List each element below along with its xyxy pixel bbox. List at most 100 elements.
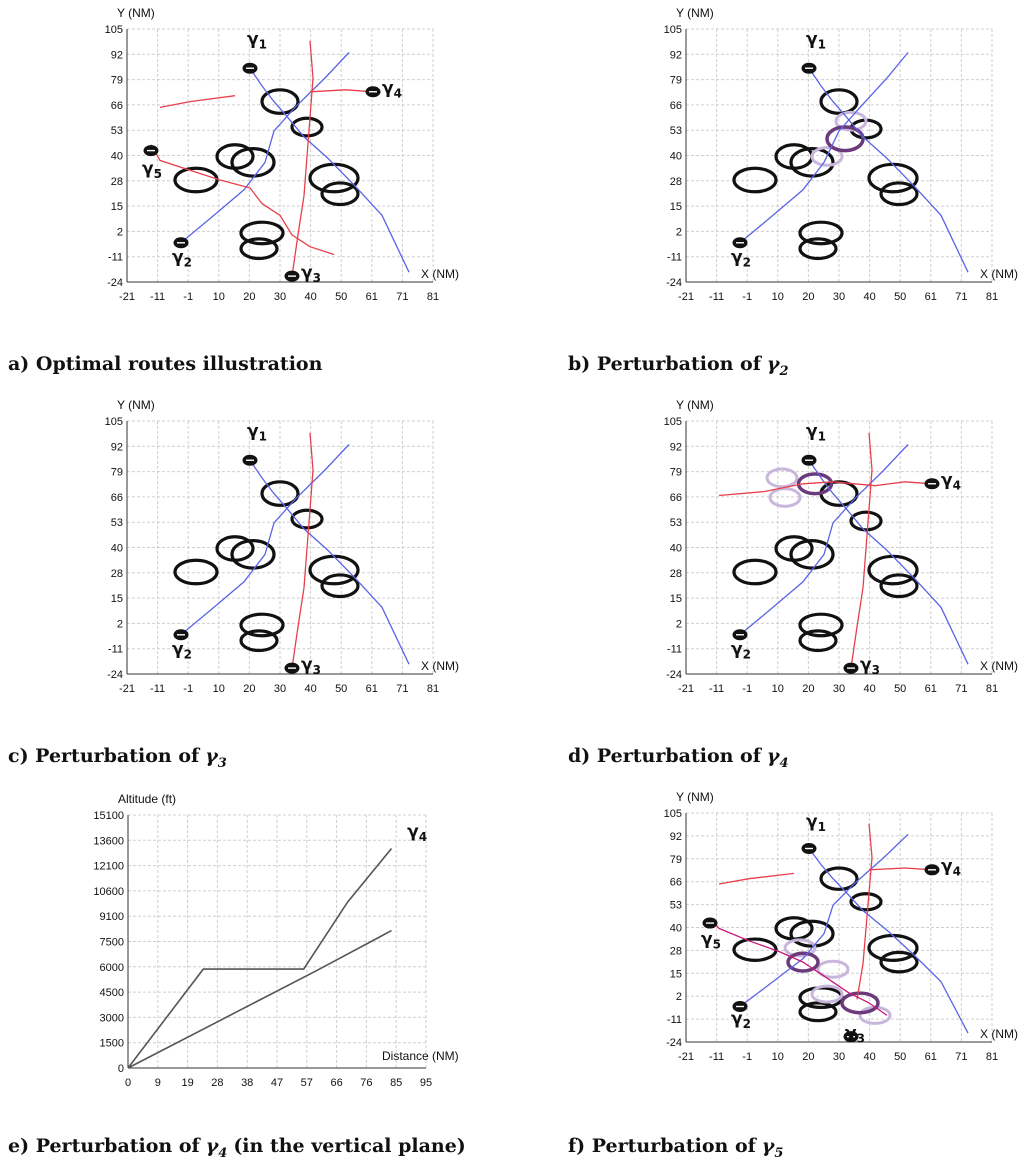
route-label: γ1	[806, 812, 826, 834]
y-tick-label: 92	[111, 49, 123, 61]
y-tick-label: 40	[111, 151, 123, 163]
route-label-symbol: γ	[806, 422, 818, 442]
plot-b: -21 -11 -1 10 20 30 40 50 61 71 81 105 92 79 66 53 40 28 1…	[664, 6, 1018, 303]
obstacle-ellipse	[789, 147, 835, 178]
obstacle-ellipse	[732, 937, 778, 962]
obstacle-ellipse	[849, 510, 883, 532]
obstacle-ellipse	[819, 88, 859, 115]
route-line	[808, 67, 969, 273]
route-label: γ1	[247, 422, 267, 444]
x-tick-label: 57	[301, 1077, 313, 1089]
route-line	[291, 40, 314, 277]
route-label-subscript: 4	[953, 865, 961, 879]
obstacle-ellipse	[732, 166, 778, 194]
x-tick-label: 30	[274, 683, 286, 695]
obstacle-ellipse	[849, 892, 883, 912]
ghost-obstacle-ellipse	[834, 110, 868, 132]
caption-a: a) Optimal routes illustration	[8, 353, 323, 375]
route-label-symbol: γ	[701, 929, 713, 949]
y-tick-label: 79	[670, 854, 682, 866]
y-tick-label: -11	[667, 252, 682, 264]
x-axis-label: Distance (NM)	[382, 1049, 459, 1063]
route-label-symbol: γ	[731, 247, 743, 267]
x-tick-label: -11	[150, 291, 165, 303]
route-line	[180, 52, 350, 244]
y-tick-label: 66	[111, 100, 123, 112]
caption-b-text: b) Perturbation of	[568, 353, 763, 375]
route-label-subscript: 5	[713, 937, 721, 951]
x-tick-label: 40	[304, 291, 316, 303]
route-line	[856, 823, 873, 1000]
caption-c: c) Perturbation of γ3	[8, 745, 227, 771]
route-label-subscript: 3	[313, 663, 321, 677]
route-line	[739, 52, 909, 244]
y-tick-label: 6000	[100, 962, 124, 974]
route-line	[291, 432, 314, 669]
y-tick-label: 53	[111, 125, 123, 137]
route-label-symbol: γ	[731, 639, 743, 659]
obstacle-ellipse	[867, 554, 919, 586]
obstacle-ellipse	[173, 166, 219, 194]
y-tick-label: 92	[111, 441, 123, 453]
x-tick-label: 61	[366, 291, 378, 303]
obstacle-ellipse	[798, 237, 838, 261]
panel-d: -21 -11 -1 10 20 30 40 50 61 71 81 105 92 79 66 53 40 28 1…	[568, 398, 1018, 771]
x-tick-label: -1	[742, 1051, 752, 1063]
obstacle-ellipse	[789, 919, 835, 948]
route-label-subscript: 4	[419, 830, 427, 844]
caption-f: f) Perturbation of γ5	[568, 1135, 783, 1161]
y-tick-label: 40	[670, 543, 682, 555]
route-label-subscript: 2	[743, 255, 751, 269]
route-label-symbol: γ	[301, 263, 313, 283]
y-tick-label: 13600	[93, 835, 124, 847]
y-tick-label: 4500	[100, 987, 124, 999]
y-tick-label: 40	[670, 151, 682, 163]
y-tick-label: 9100	[100, 911, 124, 923]
y-tick-label: 28	[670, 568, 682, 580]
obstacle-ellipse	[879, 573, 919, 599]
plot-e: 0 9 19 28 38 47 57 66 76 85 95 15100 13600 12100 10600…	[93, 792, 458, 1089]
route-label: γ4	[941, 857, 961, 879]
y-tick-label: -11	[667, 1014, 682, 1026]
route-label-symbol: γ	[301, 655, 313, 675]
x-tick-label: 50	[894, 291, 906, 303]
route-line	[718, 872, 795, 885]
y-axis-label: Y (NM)	[117, 398, 155, 412]
route-label: γ2	[731, 247, 751, 269]
y-tick-label: -24	[666, 277, 682, 289]
x-tick-label: 61	[925, 683, 937, 695]
y-tick-label: 92	[670, 831, 682, 843]
x-tick-label: 61	[925, 291, 937, 303]
route-label-subscript: 3	[872, 663, 880, 677]
obstacle-ellipse	[239, 237, 279, 261]
x-tick-label: 61	[366, 683, 378, 695]
y-tick-label: 105	[105, 416, 123, 428]
x-tick-label: 20	[243, 291, 255, 303]
caption-e-text: e) Perturbation of	[8, 1135, 202, 1157]
ghost-obstacle-ellipse	[810, 146, 844, 167]
route-line	[150, 144, 335, 256]
y-tick-label: 15	[670, 201, 682, 213]
x-tick-label: 28	[211, 1077, 223, 1089]
y-tick-label: 105	[664, 416, 682, 428]
x-tick-label: 61	[925, 1051, 937, 1063]
ghost-obstacle-ellipse	[810, 984, 844, 1004]
route-label-subscript: 2	[184, 255, 192, 269]
panel-a: -21 -11 -1 10 20 30 40 50 61 71 811059279665340281…	[8, 6, 459, 375]
y-tick-label: 105	[664, 808, 682, 820]
x-tick-label: 40	[863, 683, 875, 695]
route-line	[739, 833, 909, 1008]
obstacle-ellipse	[819, 866, 859, 891]
x-tick-label: -11	[709, 291, 724, 303]
plot-d: -21 -11 -1 10 20 30 40 50 61 71 81 105 92 79 66 53 40 28 1…	[664, 398, 1018, 695]
route-label-symbol: γ	[941, 857, 953, 877]
x-tick-label: 10	[772, 291, 784, 303]
obstacle-ellipse	[867, 162, 919, 194]
y-tick-label: 10600	[93, 886, 124, 898]
obstacle-ellipse	[290, 116, 324, 138]
caption-e-suffix: (in the vertical plane)	[233, 1135, 465, 1157]
route-line	[739, 444, 909, 636]
route-label: γ3	[301, 263, 321, 285]
perturbed-obstacle-ellipse	[840, 991, 880, 1015]
y-tick-label: 28	[111, 568, 123, 580]
